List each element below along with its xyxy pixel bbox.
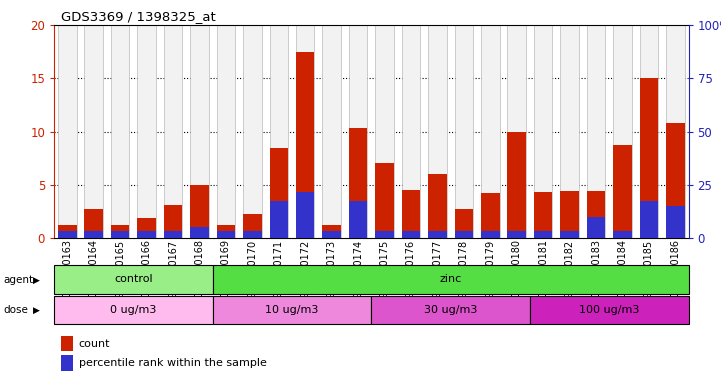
Text: agent: agent [4, 275, 34, 285]
Bar [375, 164, 394, 238]
Bar [243, 214, 262, 238]
Bar [560, 231, 579, 238]
Bar [587, 25, 605, 238]
Bar [322, 231, 341, 238]
Bar [508, 25, 526, 238]
Bar [296, 25, 314, 238]
Bar [137, 25, 156, 238]
Bar [349, 25, 367, 238]
Bar [613, 231, 632, 238]
Bar [587, 191, 605, 238]
Bar [428, 231, 446, 238]
Bar [454, 209, 473, 238]
Bar [371, 296, 530, 324]
Bar [613, 25, 632, 238]
Bar [402, 25, 420, 238]
Bar [666, 123, 684, 238]
Bar [402, 231, 420, 238]
Text: control: control [114, 274, 153, 285]
Text: 100 ug/m3: 100 ug/m3 [579, 305, 640, 315]
Bar [213, 265, 689, 294]
Bar [375, 25, 394, 238]
Bar [349, 128, 367, 238]
Bar [111, 225, 129, 238]
Bar [508, 131, 526, 238]
Text: 10 ug/m3: 10 ug/m3 [265, 305, 319, 315]
Bar [640, 201, 658, 238]
Bar [137, 231, 156, 238]
Bar [54, 265, 213, 294]
Bar [666, 206, 684, 238]
Bar [216, 225, 235, 238]
Bar [164, 25, 182, 238]
Bar [270, 25, 288, 238]
Bar [534, 25, 552, 238]
Bar [58, 231, 76, 238]
Bar [508, 231, 526, 238]
Bar [190, 227, 208, 238]
Bar [213, 296, 371, 324]
Bar [243, 25, 262, 238]
Bar [534, 192, 552, 238]
Bar [666, 25, 684, 238]
Text: GDS3369 / 1398325_at: GDS3369 / 1398325_at [61, 10, 216, 23]
Bar [137, 218, 156, 238]
Bar [349, 201, 367, 238]
Bar [640, 78, 658, 238]
Bar [111, 231, 129, 238]
Text: dose: dose [4, 305, 29, 315]
Bar [296, 192, 314, 238]
Bar [375, 231, 394, 238]
Bar [84, 231, 103, 238]
Bar [164, 205, 182, 238]
Bar [613, 146, 632, 238]
Text: 30 ug/m3: 30 ug/m3 [424, 305, 477, 315]
Bar [243, 231, 262, 238]
Bar [164, 231, 182, 238]
Bar [481, 25, 500, 238]
Bar [190, 25, 208, 238]
Bar [216, 25, 235, 238]
Text: percentile rank within the sample: percentile rank within the sample [79, 358, 267, 368]
Bar [111, 25, 129, 238]
Bar [270, 201, 288, 238]
Bar [560, 25, 579, 238]
Text: ▶: ▶ [33, 275, 40, 285]
Bar [190, 185, 208, 238]
Bar [640, 25, 658, 238]
Text: ▶: ▶ [33, 306, 40, 315]
Bar [481, 193, 500, 238]
Bar [84, 209, 103, 238]
Bar [454, 231, 473, 238]
Bar [560, 191, 579, 238]
Bar [530, 296, 689, 324]
Bar [322, 25, 341, 238]
Text: count: count [79, 339, 110, 349]
Bar [534, 231, 552, 238]
Bar [428, 174, 446, 238]
Bar [402, 190, 420, 238]
Bar [481, 231, 500, 238]
Bar [296, 51, 314, 238]
Bar [58, 25, 76, 238]
Bar [216, 231, 235, 238]
Bar [270, 147, 288, 238]
Bar [322, 225, 341, 238]
Bar [54, 296, 213, 324]
Text: 0 ug/m3: 0 ug/m3 [110, 305, 156, 315]
Bar [428, 25, 446, 238]
Text: zinc: zinc [440, 274, 461, 285]
Bar [84, 25, 103, 238]
Bar [587, 217, 605, 238]
Bar [58, 225, 76, 238]
Bar [454, 25, 473, 238]
